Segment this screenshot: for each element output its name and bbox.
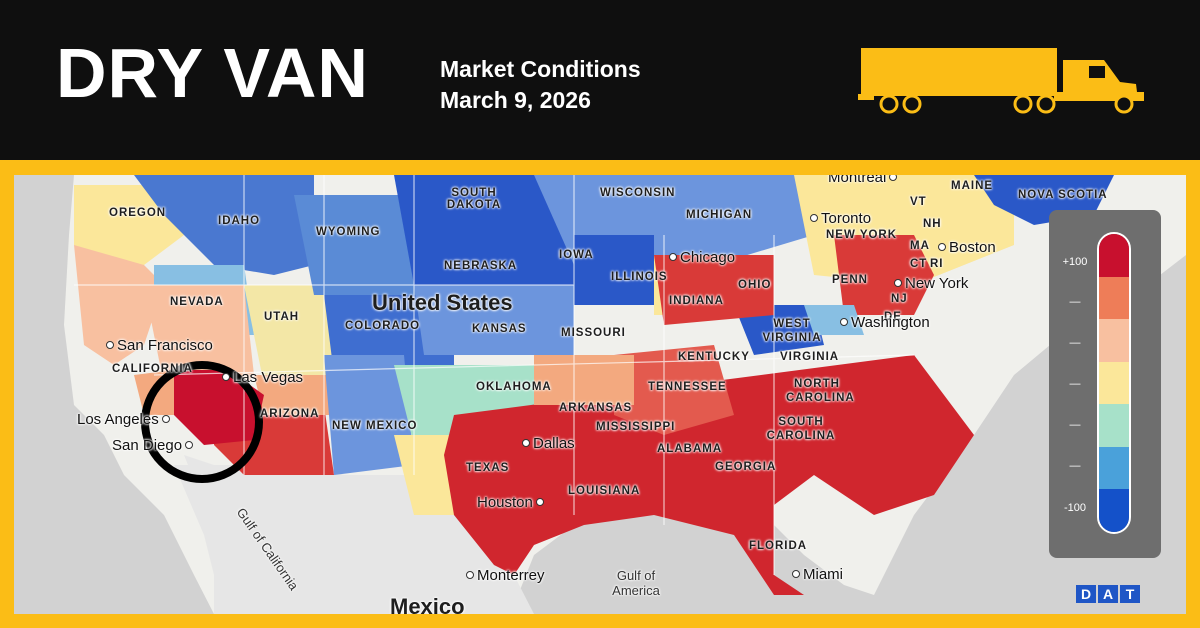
state-label: ARKANSAS [559, 402, 633, 414]
page-title: DRY VAN [56, 34, 369, 112]
city-chicago: Chicago [669, 249, 735, 266]
dat-logo-letter: T [1120, 585, 1140, 603]
city-miami: Miami [792, 566, 843, 583]
state-label: MISSISSIPPI [596, 421, 676, 433]
country-label-us: United States [372, 290, 513, 315]
water-gulf-of-america: Gulf of America [612, 568, 660, 598]
legend-color-segment [1099, 361, 1129, 405]
dat-logo-letter: A [1098, 585, 1118, 603]
legend-color-segment [1099, 489, 1129, 532]
state-label: NJ [891, 293, 908, 305]
state-label: VT [910, 196, 927, 208]
city-new-york: New York [894, 275, 968, 292]
state-label: NEW YORK [826, 229, 898, 241]
state-label: KENTUCKY [678, 351, 750, 363]
legend-top-label: +100 [1062, 256, 1088, 268]
subtitle-market-conditions: Market Conditions [440, 56, 641, 82]
state-label: MISSOURI [561, 327, 626, 339]
state-label: OKLAHOMA [476, 381, 552, 393]
subtitle: Market Conditions March 9, 2026 [440, 54, 641, 116]
dat-logo: D A T [1076, 585, 1140, 603]
city-houston: Houston [477, 494, 544, 511]
state-label: WISCONSIN [600, 187, 676, 199]
state-label: WEST VIRGINIA [762, 318, 822, 344]
legend-color-segment [1099, 276, 1129, 320]
country-label-mexico: Mexico [390, 594, 465, 614]
city-las-vegas: Las Vegas [222, 369, 303, 386]
city-monterrey: Monterrey [466, 567, 545, 584]
state-label: UTAH [264, 311, 300, 323]
city-montreal: Montreal [828, 175, 897, 186]
state-label: NOVA SCOTIA [1018, 189, 1108, 201]
city-toronto: Toronto [810, 210, 871, 227]
state-label: NORTH CAROLINA [786, 378, 855, 404]
state-label: NEBRASKA [444, 260, 518, 272]
state-label: GEORGIA [715, 461, 777, 473]
state-label: VIRGINIA [780, 351, 840, 363]
state-label: PENN [832, 274, 868, 286]
legend-color-segment [1099, 234, 1129, 277]
state-label: ARIZONA [260, 408, 320, 420]
dat-logo-letter: D [1076, 585, 1096, 603]
state-label: OREGON [109, 207, 167, 219]
header-banner: DRY VAN Market Conditions March 9, 2026 [0, 0, 1200, 160]
legend-color-bar [1097, 232, 1131, 534]
legend-bottom-label: -100 [1063, 502, 1087, 514]
color-legend: +100 — — — — — -100 [1049, 210, 1161, 558]
legend-color-segment [1099, 319, 1129, 362]
state-label: MICHIGAN [686, 209, 753, 221]
city-dallas: Dallas [522, 435, 575, 452]
legend-tick: — [1069, 419, 1081, 431]
legend-tick: — [1069, 460, 1081, 472]
state-label: MA [910, 240, 930, 252]
state-label: OHIO [738, 279, 772, 291]
state-label: WYOMING [316, 226, 381, 238]
state-label: CT [910, 258, 928, 270]
city-san-francisco: San Francisco [106, 337, 213, 354]
legend-color-segment [1099, 446, 1129, 490]
state-label: FLORIDA [749, 540, 808, 552]
state-label: IDAHO [218, 215, 261, 227]
legend-tick: — [1069, 296, 1081, 308]
state-label: IOWA [559, 249, 594, 261]
legend-tick: — [1069, 337, 1081, 349]
dry-van-rate-map: OREGON IDAHO SOUTH DAKOTA WISCONSIN MICH… [14, 175, 1186, 614]
subtitle-date: March 9, 2026 [440, 87, 591, 113]
state-label: LOUISIANA [568, 485, 641, 497]
state-label: SOUTH CAROLINA [766, 416, 836, 442]
state-label: ALABAMA [657, 443, 723, 455]
state-label: TENNESSEE [648, 381, 727, 393]
state-label: NEW MEXICO [332, 420, 418, 432]
state-label: ILLINOIS [611, 271, 668, 283]
state-label: MAINE [951, 180, 994, 192]
city-san-diego: San Diego [112, 437, 193, 454]
state-label: TEXAS [466, 462, 510, 474]
semi-truck-icon [858, 48, 1144, 114]
city-washington: Washington [840, 314, 930, 331]
state-label: SOUTH DAKOTA [446, 187, 502, 211]
city-boston: Boston [938, 239, 996, 256]
state-label: COLORADO [345, 320, 421, 332]
state-label: NH [923, 218, 942, 230]
state-label: NEVADA [170, 296, 224, 308]
state-label: KANSAS [472, 323, 527, 335]
state-label: RI [930, 258, 944, 270]
map-shapes [64, 175, 1186, 614]
city-los-angeles: Los Angeles [77, 411, 170, 428]
legend-color-segment [1099, 404, 1129, 447]
state-label: INDIANA [669, 295, 724, 307]
legend-tick: — [1069, 378, 1081, 390]
state-label: CALIFORNIA [112, 363, 193, 375]
